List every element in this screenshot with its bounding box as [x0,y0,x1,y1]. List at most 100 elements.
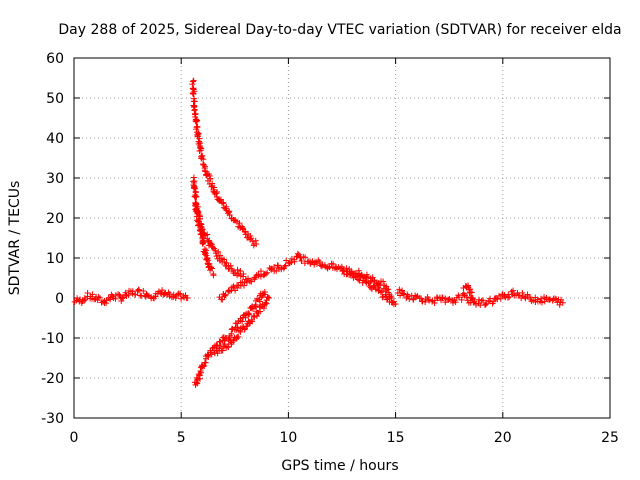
data-point [196,221,203,228]
data-point [209,265,216,272]
data-point [201,363,208,370]
data-point [82,296,89,303]
data-point [233,218,240,225]
data-point [208,264,215,271]
data-point [377,289,384,296]
data-point [209,244,216,251]
data-point [177,291,184,298]
data-point [397,292,404,299]
data-point [257,268,264,275]
data-point [316,258,323,265]
data-point [190,174,197,181]
data-point [383,286,390,293]
x-tick-label: 5 [177,430,186,446]
data-point [380,278,387,285]
data-point [559,299,566,306]
data-point [184,295,191,301]
data-point [413,293,420,300]
data-point [379,288,386,295]
data-point [221,293,228,300]
data-point [219,296,226,303]
data-point [226,209,233,216]
data-point [246,320,253,327]
y-tick-label: 40 [46,131,64,147]
data-point [192,200,199,207]
data-point [400,290,407,297]
x-tick-label: 25 [601,430,619,446]
data-point [521,294,528,301]
data-points [71,77,566,388]
data-point [193,208,200,215]
data-point [537,295,544,302]
data-point [206,260,213,267]
data-point [89,291,96,298]
data-point [298,258,305,265]
data-point [262,270,269,277]
data-point [558,296,565,303]
data-point [418,295,425,302]
data-point [506,293,513,300]
data-point [240,271,247,277]
data-point [99,299,106,306]
data-point [234,324,241,331]
data-point [318,263,325,270]
x-axis-label: GPS time / hours [281,458,398,474]
y-tick-label: -10 [41,331,64,347]
data-point [349,271,356,278]
data-point [225,344,232,351]
data-point [281,263,288,270]
data-point [458,296,465,303]
data-point [259,292,266,299]
data-point [482,301,489,308]
data-point [439,294,446,301]
data-point [196,222,203,229]
data-point [199,240,206,247]
data-point [161,291,168,298]
data-point [191,104,198,111]
data-point [236,220,243,227]
y-tick-label: -30 [41,411,64,427]
data-point [287,259,294,266]
data-point [264,269,271,276]
data-point [366,283,373,290]
data-point [419,298,426,305]
data-point [206,172,213,179]
data-point [357,273,364,280]
y-tick-label: 50 [46,91,64,107]
data-point [266,295,273,301]
data-point [260,305,267,312]
y-tick-label: 10 [46,251,64,267]
data-point [140,288,147,295]
data-point [405,293,412,300]
data-point [190,77,197,84]
data-point [201,167,208,174]
data-point [217,252,224,259]
data-point [241,282,248,289]
data-point [199,152,206,159]
data-point [261,291,268,298]
data-point [193,118,200,125]
x-tick-label: 15 [387,430,405,446]
x-tick-label: 0 [70,430,79,446]
y-tick-label: 20 [46,211,64,227]
data-point [217,196,224,203]
data-point [227,262,234,269]
data-point [510,287,517,294]
data-point [456,294,463,301]
data-point [497,295,504,302]
data-point [233,327,240,334]
data-point [132,291,139,298]
data-point [197,147,204,154]
data-point [261,289,268,295]
y-axis: -30 -20 -10 0 10 20 30 40 50 60 [41,51,610,427]
y-tick-label: 60 [46,51,64,67]
data-point [251,314,258,321]
data-point [175,290,182,297]
data-point [463,293,470,300]
data-point [367,278,374,285]
data-point [490,298,497,305]
data-point [302,254,309,261]
data-point [338,265,345,272]
data-point [194,117,201,124]
